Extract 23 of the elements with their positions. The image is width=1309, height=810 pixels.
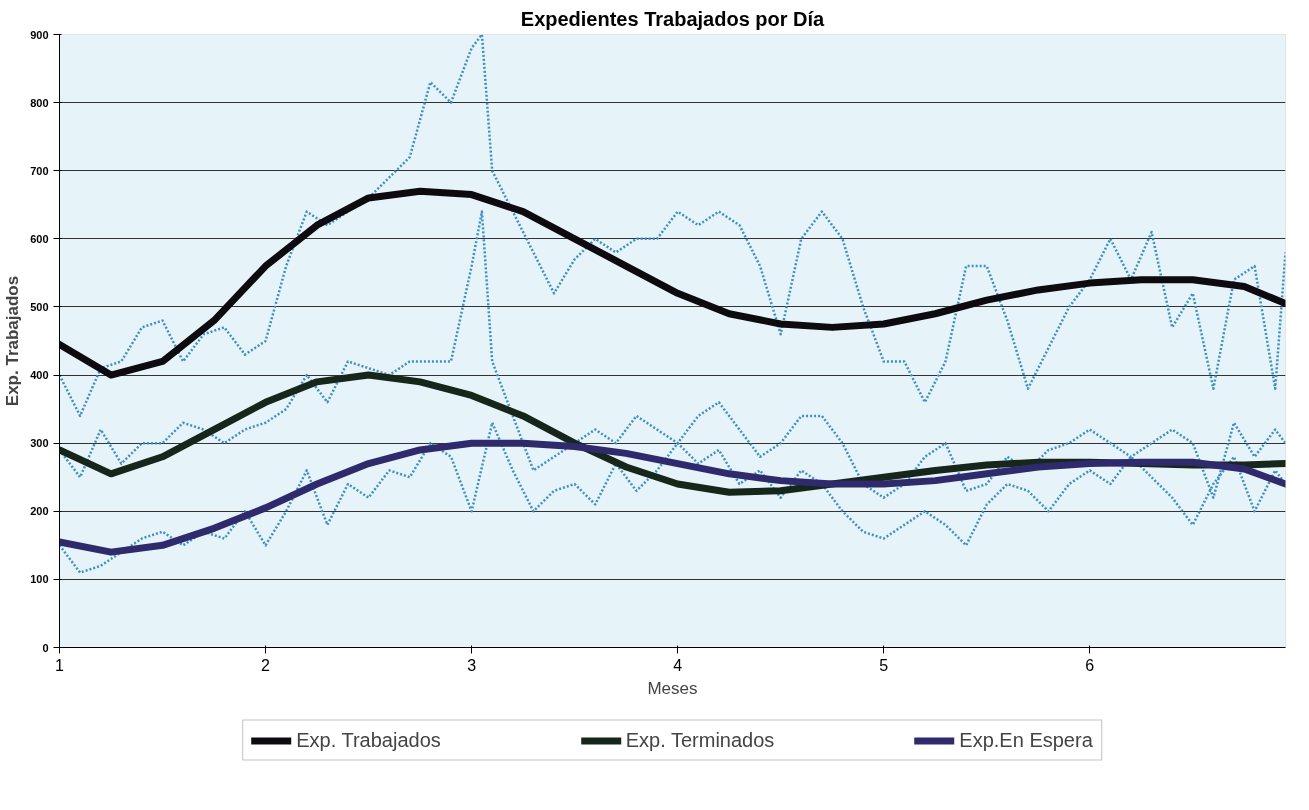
y-tick-label: 400 xyxy=(30,369,49,382)
x-tick-label: 1 xyxy=(55,656,65,674)
x-axis-title: Meses xyxy=(647,678,698,698)
legend-label: Exp.En Espera xyxy=(959,728,1093,752)
x-tick-label: 6 xyxy=(1085,656,1095,674)
x-tick-label: 3 xyxy=(467,656,477,674)
y-tick-label: 100 xyxy=(30,573,49,586)
line-series xyxy=(59,34,1286,418)
y-tick-label: 300 xyxy=(30,437,49,450)
y-tick-label: 800 xyxy=(30,96,49,109)
y-tick-label: 0 xyxy=(42,641,49,654)
x-tick-label: 4 xyxy=(673,656,683,674)
legend-label: Exp. Trabajados xyxy=(296,728,441,752)
x-tick-label: 2 xyxy=(261,656,271,674)
y-tick-label: 900 xyxy=(30,28,49,41)
y-tick-label: 600 xyxy=(30,232,49,245)
y-tick-label: 700 xyxy=(30,164,49,177)
y-axis-title: Exp. Trabajados xyxy=(3,275,23,407)
chart-title: Expedientes Trabajados por Día xyxy=(520,7,826,30)
y-tick-label: 200 xyxy=(30,505,49,518)
y-tick-label: 500 xyxy=(30,300,49,313)
x-tick-label: 5 xyxy=(879,656,889,674)
legend-label: Exp. Terminados xyxy=(625,728,775,752)
